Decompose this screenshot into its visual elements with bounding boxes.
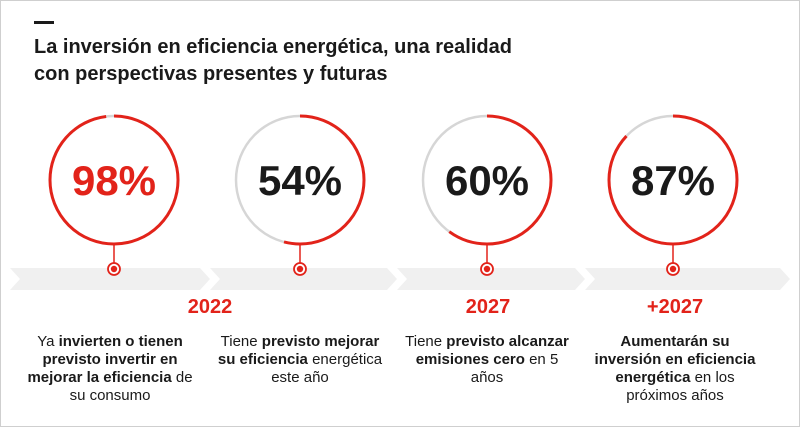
description-2-prefix: Tiene — [220, 333, 262, 350]
year-2027: 2027 — [465, 296, 511, 318]
description-3-prefix: Tiene — [405, 333, 447, 350]
year-2027-plus: +2027 — [646, 296, 704, 318]
ring-1: 98% — [48, 114, 180, 276]
description-1-bold: invierten o tienen previsto invertir en … — [27, 333, 183, 386]
timeline-band — [10, 268, 790, 290]
title-accent-bar — [34, 21, 54, 24]
description-3-suffix: en 5 años — [470, 351, 559, 386]
page-title: La inversión en eficiencia energética, u… — [34, 34, 594, 88]
ring-3: 60% — [421, 114, 553, 276]
ring-4: 87% — [607, 114, 739, 276]
title-line-2: con perspectivas presentes y futuras — [34, 63, 388, 85]
description-2-bold: previsto mejorar su eficiencia — [217, 333, 380, 368]
description-1: Ya invierten o tienen previsto invertir … — [21, 333, 199, 405]
description-4-suffix: en los próximos años — [626, 369, 735, 404]
rings-group: 98% 54% 60% 87% — [48, 114, 739, 276]
description-4-bold: Aumentarán su inversión en eficiencia en… — [594, 333, 756, 386]
description-1-suffix: de su consumo — [69, 369, 193, 404]
ring-value-label-1: 98% — [72, 157, 156, 204]
title-line-1: La inversión en eficiencia energética, u… — [34, 36, 512, 58]
timeline-marker-inner-4 — [669, 265, 677, 273]
year-2022: 2022 — [187, 296, 233, 318]
timeline-marker-inner-3 — [483, 265, 491, 273]
timeline-segment-1 — [10, 268, 210, 290]
ring-value-label-3: 60% — [445, 157, 529, 204]
timeline-marker-inner-1 — [110, 265, 118, 273]
timeline-segment-3 — [397, 268, 585, 290]
description-2-suffix: energética este año — [271, 351, 383, 386]
description-3: Tiene previsto alcanzar emisiones cero e… — [398, 333, 576, 387]
ring-value-label-2: 54% — [258, 157, 342, 204]
timeline-segment-4 — [585, 268, 790, 290]
ring-value-label-4: 87% — [631, 157, 715, 204]
description-4: Aumentarán su inversión en eficiencia en… — [586, 333, 764, 405]
timeline-marker-inner-2 — [296, 265, 304, 273]
description-3-bold: previsto alcanzar emisiones cero — [415, 333, 569, 368]
timeline-segment-2 — [210, 268, 397, 290]
ring-2: 54% — [234, 114, 366, 276]
description-1-prefix: Ya — [37, 333, 59, 350]
description-2: Tiene previsto mejorar su eficiencia ene… — [211, 333, 389, 387]
